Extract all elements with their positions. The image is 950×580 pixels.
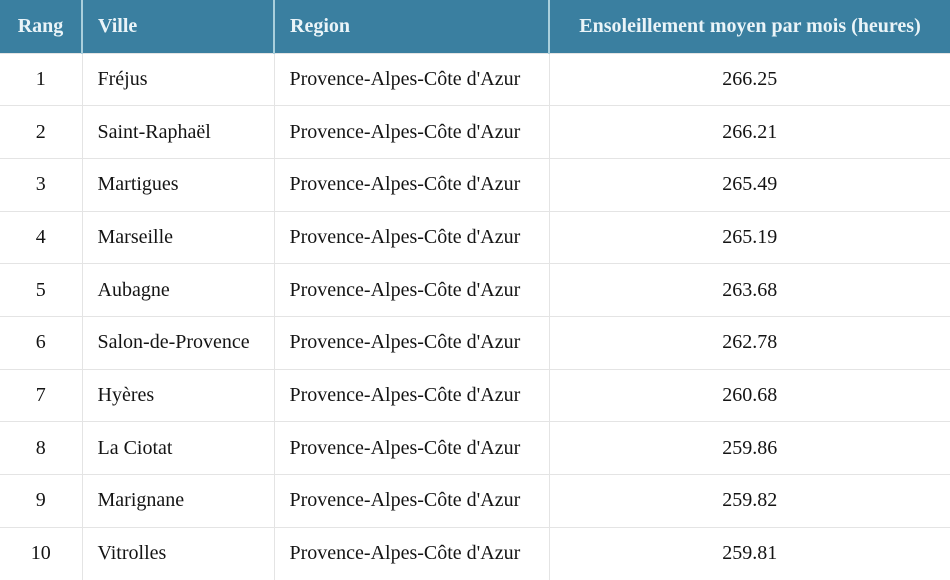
- cell-valeur: 260.68: [548, 368, 950, 423]
- cell-region: Provence-Alpes-Côte d'Azur: [273, 368, 550, 423]
- cell-region: Provence-Alpes-Côte d'Azur: [273, 526, 550, 580]
- cell-rang: 5: [0, 263, 83, 317]
- cell-valeur: 265.19: [548, 210, 950, 265]
- column-header-region: Region: [274, 0, 550, 53]
- cell-rang: 10: [0, 526, 83, 580]
- table-row: 10 Vitrolles Provence-Alpes-Côte d'Azur …: [0, 526, 950, 580]
- cell-rang: 2: [0, 105, 83, 159]
- cell-valeur: 266.25: [548, 52, 950, 107]
- cell-valeur: 266.21: [548, 105, 950, 159]
- cell-region: Provence-Alpes-Côte d'Azur: [273, 52, 550, 107]
- cell-rang: 8: [0, 421, 83, 475]
- cell-valeur: 259.82: [548, 474, 950, 528]
- cell-region: Provence-Alpes-Côte d'Azur: [273, 157, 550, 212]
- cell-rang: 4: [0, 210, 83, 265]
- table-row: 3 Martigues Provence-Alpes-Côte d'Azur 2…: [0, 157, 950, 212]
- table-row: 9 Marignane Provence-Alpes-Côte d'Azur 2…: [0, 474, 950, 528]
- table-body: 1 Fréjus Provence-Alpes-Côte d'Azur 266.…: [0, 52, 950, 580]
- cell-valeur: 259.86: [548, 421, 950, 475]
- cell-ville: Aubagne: [81, 263, 275, 317]
- cell-ville: Fréjus: [81, 52, 275, 107]
- table-row: 1 Fréjus Provence-Alpes-Côte d'Azur 266.…: [0, 52, 950, 107]
- column-header-rang: Rang: [0, 0, 83, 53]
- table-row: 5 Aubagne Provence-Alpes-Côte d'Azur 263…: [0, 263, 950, 317]
- table-row: 7 Hyères Provence-Alpes-Côte d'Azur 260.…: [0, 368, 950, 423]
- table-row: 4 Marseille Provence-Alpes-Côte d'Azur 2…: [0, 210, 950, 265]
- cell-rang: 6: [0, 315, 83, 370]
- cell-valeur: 262.78: [548, 315, 950, 370]
- cell-region: Provence-Alpes-Côte d'Azur: [273, 263, 550, 317]
- table-row: 2 Saint-Raphaël Provence-Alpes-Côte d'Az…: [0, 105, 950, 159]
- cell-rang: 3: [0, 157, 83, 212]
- cell-rang: 1: [0, 52, 83, 107]
- cell-ville: Martigues: [81, 157, 275, 212]
- cell-region: Provence-Alpes-Côte d'Azur: [273, 315, 550, 370]
- cell-ville: La Ciotat: [81, 421, 275, 475]
- cell-valeur: 259.81: [548, 526, 950, 580]
- cell-ville: Marignane: [81, 474, 275, 528]
- cell-region: Provence-Alpes-Côte d'Azur: [273, 474, 550, 528]
- cell-rang: 7: [0, 368, 83, 423]
- table-row: 8 La Ciotat Provence-Alpes-Côte d'Azur 2…: [0, 421, 950, 475]
- column-header-ville: Ville: [82, 0, 275, 53]
- cell-valeur: 265.49: [548, 157, 950, 212]
- cell-region: Provence-Alpes-Côte d'Azur: [273, 210, 550, 265]
- table-header: Rang Ville Region Ensoleillement moyen p…: [0, 0, 950, 53]
- cell-ville: Hyères: [81, 368, 275, 423]
- cell-rang: 9: [0, 474, 83, 528]
- cell-region: Provence-Alpes-Côte d'Azur: [273, 105, 550, 159]
- cell-ville: Vitrolles: [81, 526, 275, 580]
- cell-region: Provence-Alpes-Côte d'Azur: [273, 421, 550, 475]
- cell-ville: Saint-Raphaël: [81, 105, 275, 159]
- header-row: Rang Ville Region Ensoleillement moyen p…: [0, 0, 950, 53]
- cell-ville: Salon-de-Provence: [81, 315, 275, 370]
- cell-ville: Marseille: [81, 210, 275, 265]
- cell-valeur: 263.68: [548, 263, 950, 317]
- table-row: 6 Salon-de-Provence Provence-Alpes-Côte …: [0, 315, 950, 370]
- column-header-ensoleillement: Ensoleillement moyen par mois (heures): [549, 0, 950, 53]
